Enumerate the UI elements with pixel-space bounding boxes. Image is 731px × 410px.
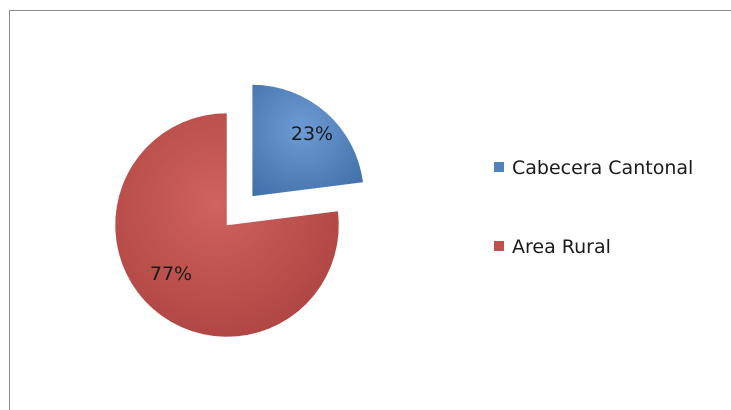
legend-label-area-rural: Area Rural [512, 236, 611, 258]
pie-slices [114, 84, 364, 338]
pie-slice-area-rural [114, 112, 340, 338]
slice-label-cabecera-cantonal: 23% [291, 123, 333, 145]
legend: Cabecera Cantonal Area Rural [494, 157, 693, 258]
slice-label-area-rural: 77% [150, 263, 192, 285]
legend-swatch-cabecera-cantonal [494, 162, 504, 172]
legend-label-cabecera-cantonal: Cabecera Cantonal [512, 157, 693, 179]
chart-area [9, 10, 731, 410]
pie-slice-cabecera-cantonal [251, 84, 364, 197]
legend-swatch-area-rural [494, 241, 504, 251]
pie-chart: 23% 77% Cabecera Cantonal Area Rural [114, 84, 693, 338]
